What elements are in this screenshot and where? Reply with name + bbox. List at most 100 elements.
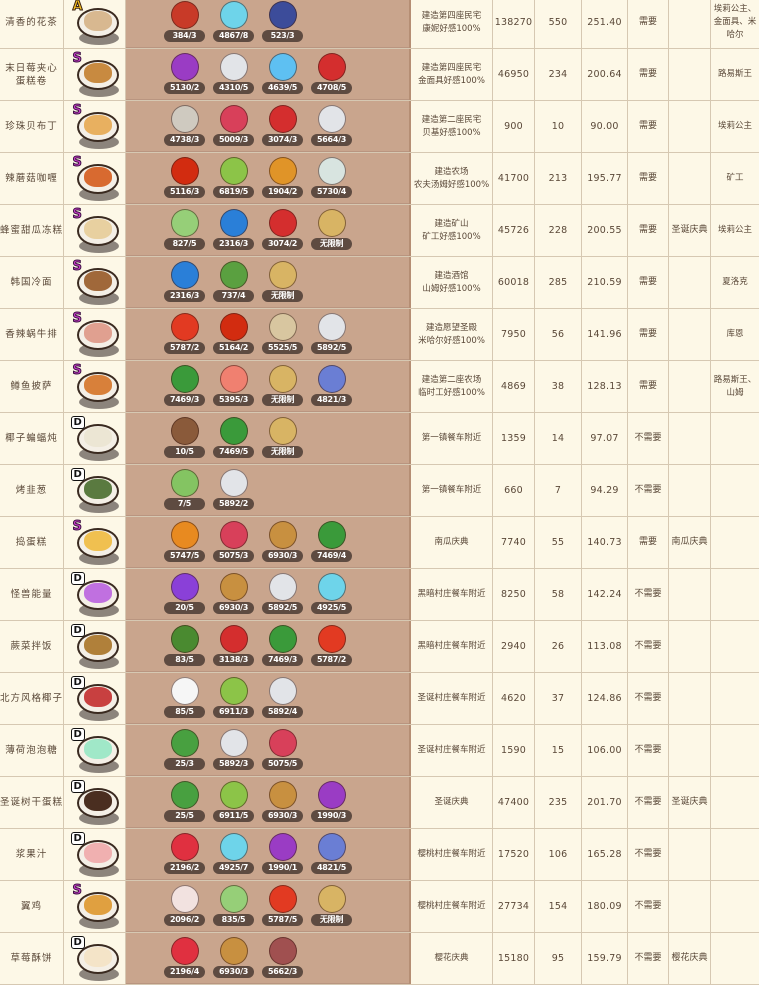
table-row[interactable]: 薄荷泡泡糖 D 25/3 5892/3 5075/5 圣诞村庄餐车附近 1590 15 106.… bbox=[0, 725, 759, 777]
table-row[interactable]: 北方风格椰子 D 85/5 6911/3 5892/4 圣诞村庄餐车附近 4620 37 124… bbox=[0, 673, 759, 725]
ingredient-item[interactable]: 523/3 bbox=[262, 0, 303, 45]
table-row[interactable]: 怪兽能量 D 20/5 6930/3 5892/5 4925/5 黑暗村庄餐车附近 8250 5… bbox=[0, 569, 759, 621]
ingredient-item[interactable]: 5892/5 bbox=[311, 311, 352, 357]
ingredient-item[interactable]: 83/5 bbox=[164, 623, 205, 669]
ingredient-item[interactable]: 5787/2 bbox=[311, 623, 352, 669]
ingredient-item[interactable]: 5892/4 bbox=[262, 675, 303, 721]
ingredient-item[interactable]: 5662/3 bbox=[262, 935, 303, 981]
ingredient-item[interactable]: 7469/4 bbox=[311, 519, 352, 565]
table-row[interactable]: 草莓酥饼 D 2196/4 6930/3 5662/3 樱花庆典 15180 95 159.79… bbox=[0, 933, 759, 985]
table-row[interactable]: 韩国冷面 S 2316/3 737/4 无限制 建造酒馆 山姆好感100% 60018 285… bbox=[0, 257, 759, 309]
ingredient-item[interactable]: 4708/5 bbox=[311, 51, 352, 97]
table-row[interactable]: 捣蛋糕 S 5747/5 5075/3 6930/3 7469/4 南瓜庆典 7740 55 14… bbox=[0, 517, 759, 569]
ingredient-item[interactable]: 2096/2 bbox=[164, 883, 205, 929]
ingredient-item[interactable]: 5116/3 bbox=[164, 155, 205, 201]
ingredient-item[interactable]: 2316/3 bbox=[164, 259, 205, 305]
event bbox=[669, 621, 711, 672]
table-row[interactable]: 清香的花茶 A 384/3 4867/8 523/3 建造第四座民宅 康妮好感100% 13… bbox=[0, 0, 759, 49]
table-row[interactable]: 蕨菜拌饭 D 83/5 3138/3 7469/3 5787/2 黑暗村庄餐车附近 2940 2… bbox=[0, 621, 759, 673]
table-row[interactable]: 圣诞树干蛋糕 D 25/5 6911/5 6930/3 1990/3 圣诞庆典 47400 23… bbox=[0, 777, 759, 829]
event bbox=[669, 569, 711, 620]
ingredient-item[interactable]: 6911/3 bbox=[213, 675, 254, 721]
ingredient-item[interactable]: 10/5 bbox=[164, 415, 205, 461]
ingredient-item[interactable]: 835/5 bbox=[213, 883, 254, 929]
ingredient-item[interactable]: 6930/3 bbox=[213, 935, 254, 981]
ingredient-item[interactable]: 5130/2 bbox=[164, 51, 205, 97]
grade-badge: S bbox=[72, 206, 82, 222]
table-row[interactable]: 翼鸡 S 2096/2 835/5 5787/5 无限制 樱桃村庄餐车附近 27734 154 1… bbox=[0, 881, 759, 933]
ingredient-item[interactable]: 4821/5 bbox=[311, 831, 352, 877]
ingredient-item[interactable]: 3074/3 bbox=[262, 103, 303, 149]
ingredient-item[interactable]: 5892/5 bbox=[262, 571, 303, 617]
dish-image-cell: D bbox=[64, 933, 126, 984]
ingredient-item[interactable]: 4738/3 bbox=[164, 103, 205, 149]
ingredient-item[interactable]: 4867/8 bbox=[213, 0, 254, 45]
ingredient-item[interactable]: 无限制 bbox=[262, 363, 303, 409]
ingredient-item[interactable]: 827/5 bbox=[164, 207, 205, 253]
ingredient-item[interactable]: 5747/5 bbox=[164, 519, 205, 565]
table-row[interactable]: 椰子蝙蝠炖 D 10/5 7469/5 无限制 第一镇餐车附近 1359 14 97.07 不需要 bbox=[0, 413, 759, 465]
table-row[interactable]: 珍珠贝布丁 S 4738/3 5009/3 3074/3 5664/3 建造第二座民宅 贝基… bbox=[0, 101, 759, 153]
table-row[interactable]: 鳟鱼披萨 S 7469/3 5395/3 无限制 4821/3 建造第二座农场 临时工好感1… bbox=[0, 361, 759, 413]
ingredient-item[interactable]: 4821/3 bbox=[311, 363, 352, 409]
ingredient-item[interactable]: 2196/4 bbox=[164, 935, 205, 981]
ingredient-item[interactable]: 5730/4 bbox=[311, 155, 352, 201]
ingredient-item[interactable]: 4639/5 bbox=[262, 51, 303, 97]
ingredient-item[interactable]: 7469/3 bbox=[262, 623, 303, 669]
dish-name: 珍珠贝布丁 bbox=[0, 101, 64, 152]
table-row[interactable]: 末日莓夹心 蛋糕卷 S 5130/2 4310/5 4639/5 4708/5 建造第四座民… bbox=[0, 49, 759, 101]
ingredient-item[interactable]: 3074/2 bbox=[262, 207, 303, 253]
ingredient-item[interactable]: 5395/3 bbox=[213, 363, 254, 409]
ingredients-cell: 2196/2 4925/7 1990/1 4821/5 bbox=[126, 829, 409, 880]
table-row[interactable]: 浆果汁 D 2196/2 4925/7 1990/1 4821/5 樱桃村庄餐车附近 1752… bbox=[0, 829, 759, 881]
ingredient-item[interactable]: 737/4 bbox=[213, 259, 254, 305]
ingredient-quantity: 4639/5 bbox=[262, 82, 303, 94]
ingredient-item[interactable]: 6819/5 bbox=[213, 155, 254, 201]
ingredient-item[interactable]: 85/5 bbox=[164, 675, 205, 721]
ingredient-item[interactable]: 2196/2 bbox=[164, 831, 205, 877]
ingredient-item[interactable]: 无限制 bbox=[311, 883, 352, 929]
table-row[interactable]: 香辣蜗牛排 S 5787/2 5164/2 5525/5 5892/5 建造愿望圣殿 米哈尔… bbox=[0, 309, 759, 361]
ingredient-item[interactable]: 5787/2 bbox=[164, 311, 205, 357]
ingredient-item[interactable]: 2316/3 bbox=[213, 207, 254, 253]
requirement: 需要 bbox=[628, 101, 669, 152]
ingredient-item[interactable]: 1990/1 bbox=[262, 831, 303, 877]
ingredient-item[interactable]: 20/5 bbox=[164, 571, 205, 617]
ingredient-item[interactable]: 1904/2 bbox=[262, 155, 303, 201]
ingredient-item[interactable]: 6911/5 bbox=[213, 779, 254, 825]
ingredient-item[interactable]: 5009/3 bbox=[213, 103, 254, 149]
ingredient-item[interactable]: 25/3 bbox=[164, 727, 205, 773]
ingredient-item[interactable]: 5664/3 bbox=[311, 103, 352, 149]
ingredient-item[interactable]: 4925/7 bbox=[213, 831, 254, 877]
ingredient-item[interactable]: 5075/5 bbox=[262, 727, 303, 773]
ingredient-item[interactable]: 7469/5 bbox=[213, 415, 254, 461]
ingredient-item[interactable]: 1990/3 bbox=[311, 779, 352, 825]
ingredient-item[interactable]: 3138/3 bbox=[213, 623, 254, 669]
ingredient-item[interactable]: 5164/2 bbox=[213, 311, 254, 357]
count: 228 bbox=[535, 205, 582, 256]
ingredient-item[interactable]: 6930/3 bbox=[262, 519, 303, 565]
ingredient-item[interactable]: 5525/5 bbox=[262, 311, 303, 357]
ingredient-quantity: 6911/5 bbox=[213, 810, 254, 822]
unlock-source: 樱花庆典 bbox=[409, 933, 493, 984]
ingredient-item[interactable]: 5892/3 bbox=[213, 727, 254, 773]
ingredient-item[interactable]: 384/3 bbox=[164, 0, 205, 45]
table-row[interactable]: 烤韭葱 D 7/5 5892/2 第一镇餐车附近 660 7 94.29 不需要 bbox=[0, 465, 759, 517]
flour-icon bbox=[318, 105, 346, 133]
ingredient-item[interactable]: 无限制 bbox=[311, 207, 352, 253]
ingredient-item[interactable]: 4310/5 bbox=[213, 51, 254, 97]
ingredient-item[interactable]: 5892/2 bbox=[213, 467, 254, 513]
ingredient-item[interactable]: 7/5 bbox=[164, 467, 205, 513]
ingredient-item[interactable]: 4925/5 bbox=[311, 571, 352, 617]
ingredient-item[interactable]: 7469/3 bbox=[164, 363, 205, 409]
ingredient-item[interactable]: 6930/3 bbox=[262, 779, 303, 825]
ingredient-item[interactable]: 无限制 bbox=[262, 259, 303, 305]
ingredient-item[interactable]: 无限制 bbox=[262, 415, 303, 461]
ingredient-quantity: 835/5 bbox=[213, 914, 254, 926]
ingredient-item[interactable]: 5787/5 bbox=[262, 883, 303, 929]
ingredient-item[interactable]: 25/5 bbox=[164, 779, 205, 825]
ingredient-item[interactable]: 6930/3 bbox=[213, 571, 254, 617]
table-row[interactable]: 蜂蜜甜瓜冻糕 S 827/5 2316/3 3074/2 无限制 建造矿山 矿工好感100%… bbox=[0, 205, 759, 257]
ingredient-item[interactable]: 5075/3 bbox=[213, 519, 254, 565]
table-row[interactable]: 辣蘑菇咖喱 S 5116/3 6819/5 1904/2 5730/4 建造农场 农夫汤姆好… bbox=[0, 153, 759, 205]
